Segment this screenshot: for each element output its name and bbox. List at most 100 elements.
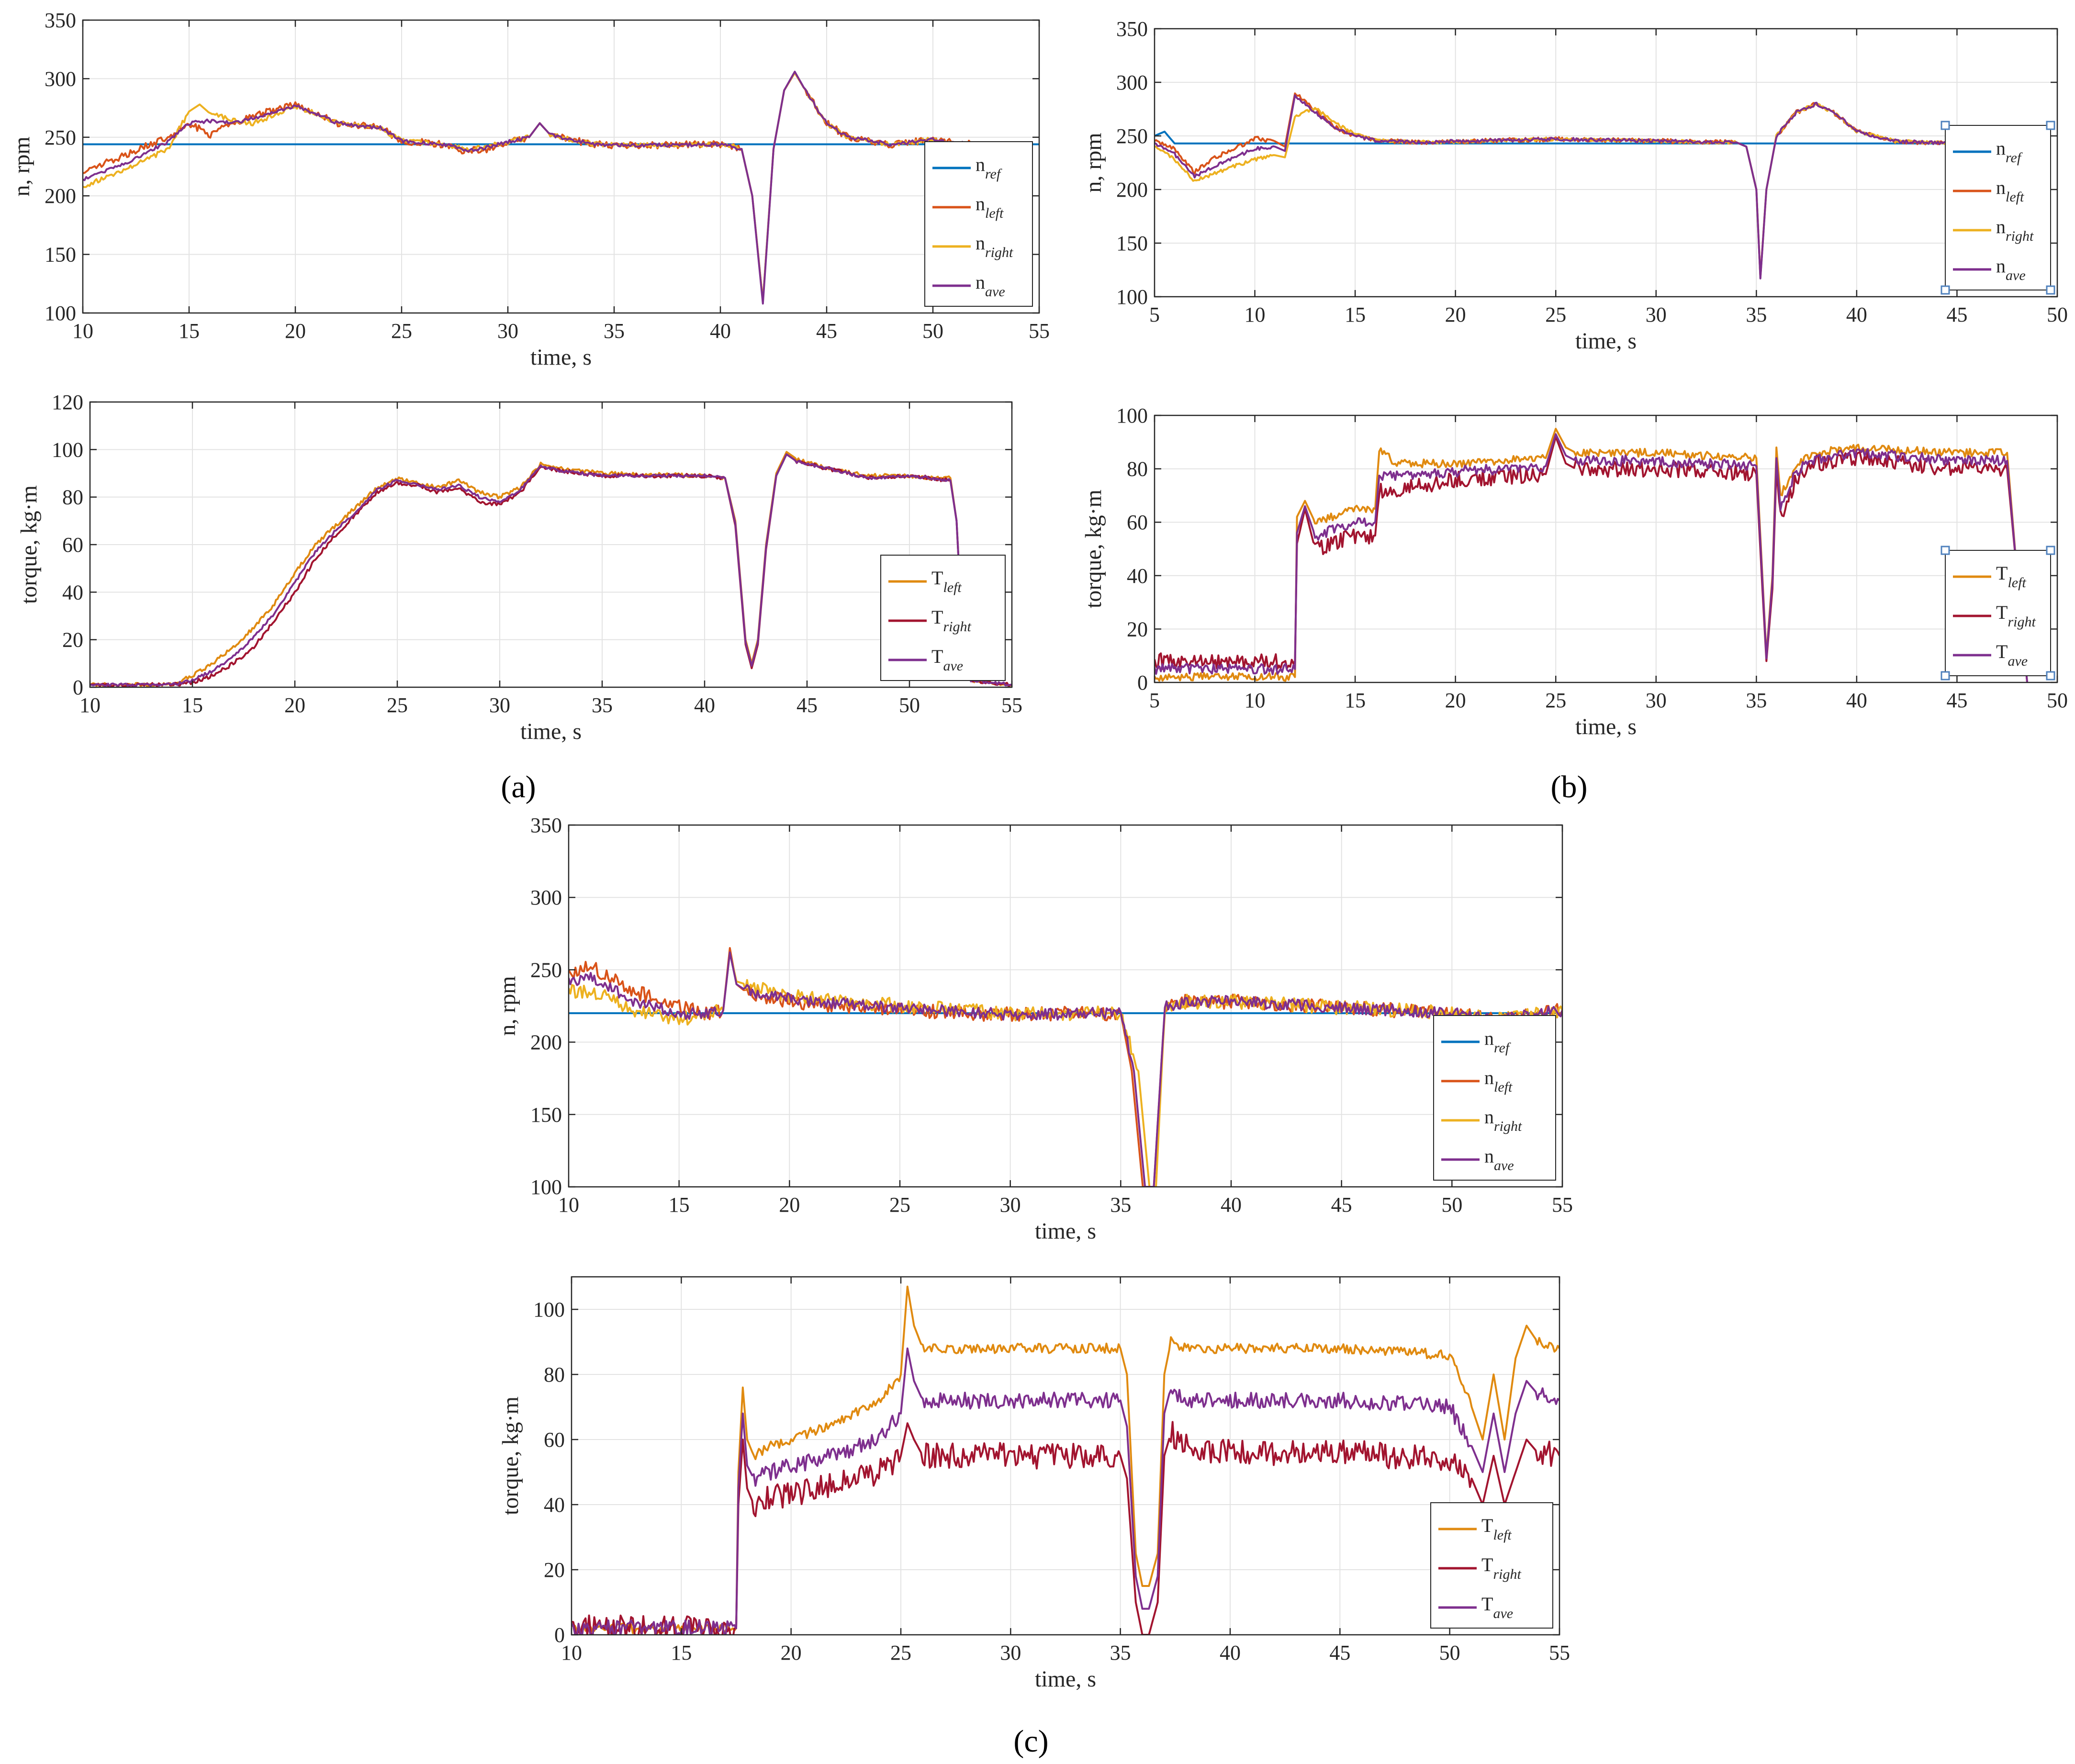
legend-subscript: left xyxy=(2008,575,2026,591)
selection-handle[interactable] xyxy=(1940,671,1950,681)
y-tick-label: 20 xyxy=(62,628,83,652)
x-tick-label: 30 xyxy=(1000,1193,1021,1217)
y-axis-label: n, rpm xyxy=(9,136,34,196)
x-tick-label: 30 xyxy=(489,693,510,717)
x-tick-label: 40 xyxy=(1220,1641,1241,1664)
selection-handle[interactable] xyxy=(2046,546,2055,555)
y-tick-label: 200 xyxy=(1116,178,1148,201)
x-tick-label: 50 xyxy=(922,319,943,343)
selection-handle[interactable] xyxy=(1940,546,1950,555)
selection-handle[interactable] xyxy=(2046,285,2055,295)
legend-subscript: left xyxy=(2006,189,2024,205)
y-axis-label: n, rpm xyxy=(1081,133,1106,192)
x-tick-label: 50 xyxy=(899,693,920,717)
series-line-n_ave xyxy=(569,951,1562,1187)
legend-subscript: ave xyxy=(943,658,963,674)
legend-subscript: right xyxy=(2006,228,2034,244)
x-tick-label: 5 xyxy=(1149,689,1160,712)
x-tick-label: 55 xyxy=(1001,693,1022,717)
x-tick-label: 40 xyxy=(1846,303,1867,326)
chart-b-speed: 5 10 15 20 25 30 35 40 45 50 100 150 200 250 300 350 tim… xyxy=(1081,17,2068,354)
x-axis-label: time, s xyxy=(1035,1218,1096,1244)
legend-subscript: ave xyxy=(985,284,1005,300)
x-tick-label: 20 xyxy=(779,1193,800,1217)
x-tick-label: 45 xyxy=(816,319,837,343)
y-axis-label: n, rpm xyxy=(495,976,520,1036)
y-axis-label: torque, kg·m xyxy=(16,485,42,604)
series-group xyxy=(1155,92,2008,279)
y-tick-label: 100 xyxy=(1116,285,1148,309)
x-tick-label: 20 xyxy=(285,319,306,343)
x-tick-label: 50 xyxy=(2047,303,2068,326)
y-tick-label: 200 xyxy=(530,1031,562,1054)
selection-handle[interactable] xyxy=(1940,285,1950,295)
y-tick-label: 100 xyxy=(45,301,76,325)
y-tick-label: 80 xyxy=(544,1363,565,1386)
y-tick-label: 200 xyxy=(45,184,76,208)
legend-subscript: ref xyxy=(985,166,1002,182)
series-line-T_left xyxy=(90,451,1012,687)
x-tick-label: 10 xyxy=(79,693,101,717)
y-tick-label: 60 xyxy=(62,533,83,557)
x-tick-label: 20 xyxy=(1445,303,1466,326)
x-tick-label: 35 xyxy=(1746,303,1767,326)
y-tick-label: 120 xyxy=(52,391,83,414)
selection-handle[interactable] xyxy=(1940,121,1950,130)
legend-subscript: ref xyxy=(2006,150,2023,166)
selection-handle[interactable] xyxy=(2046,121,2055,130)
x-tick-label: 5 xyxy=(1149,303,1160,326)
x-tick-label: 35 xyxy=(1110,1193,1131,1217)
axes-box xyxy=(82,19,1040,314)
series-line-n_ave xyxy=(1155,94,2008,279)
x-tick-label: 40 xyxy=(1221,1193,1242,1217)
legend-subscript: right xyxy=(1494,1118,1522,1134)
y-tick-label: 20 xyxy=(544,1558,565,1582)
x-tick-label: 10 xyxy=(72,319,93,343)
y-tick-label: 150 xyxy=(45,243,76,267)
x-tick-label: 20 xyxy=(781,1641,802,1664)
x-tick-label: 50 xyxy=(1441,1193,1462,1217)
x-tick-label: 50 xyxy=(2047,689,2068,712)
axes-box xyxy=(571,1276,1560,1636)
x-tick-label: 20 xyxy=(1445,689,1466,712)
selection-handle[interactable] xyxy=(2046,671,2055,681)
y-tick-label: 300 xyxy=(1116,71,1148,94)
legend-subscript: ave xyxy=(2006,268,2026,283)
y-tick-label: 350 xyxy=(1116,17,1148,41)
series-line-T_right xyxy=(1155,435,2029,682)
y-tick-label: 80 xyxy=(1127,458,1148,481)
x-tick-label: 30 xyxy=(1000,1641,1021,1664)
x-axis-label: time, s xyxy=(1575,328,1637,354)
x-tick-label: 25 xyxy=(1545,303,1566,326)
x-tick-label: 25 xyxy=(387,693,408,717)
legend-subscript: left xyxy=(943,580,962,595)
x-tick-label: 15 xyxy=(671,1641,692,1664)
y-tick-label: 60 xyxy=(544,1428,565,1451)
y-tick-label: 100 xyxy=(530,1175,562,1199)
series-line-T_ave xyxy=(90,453,1012,687)
legend-subscript: left xyxy=(1493,1527,1512,1543)
plot-area xyxy=(83,20,1039,313)
y-tick-label: 150 xyxy=(530,1103,562,1127)
y-tick-label: 80 xyxy=(62,486,83,509)
series-line-T_ave xyxy=(1155,433,2029,682)
y-tick-label: 100 xyxy=(52,438,83,461)
y-tick-label: 300 xyxy=(530,886,562,909)
y-tick-label: 60 xyxy=(1127,511,1148,534)
x-tick-label: 10 xyxy=(558,1193,579,1217)
y-tick-label: 40 xyxy=(62,581,83,604)
y-tick-label: 300 xyxy=(45,67,76,90)
chart-c-speed: 10 15 20 25 30 35 40 45 50 55 100 150 200 250 300 350 ti… xyxy=(495,814,1573,1244)
x-tick-label: 40 xyxy=(694,693,715,717)
x-tick-label: 35 xyxy=(604,319,625,343)
panel-label-b: (b) xyxy=(1551,770,1588,804)
y-tick-label: 250 xyxy=(45,126,76,149)
panel-label-a: (a) xyxy=(501,770,536,804)
x-tick-label: 45 xyxy=(1331,1193,1352,1217)
